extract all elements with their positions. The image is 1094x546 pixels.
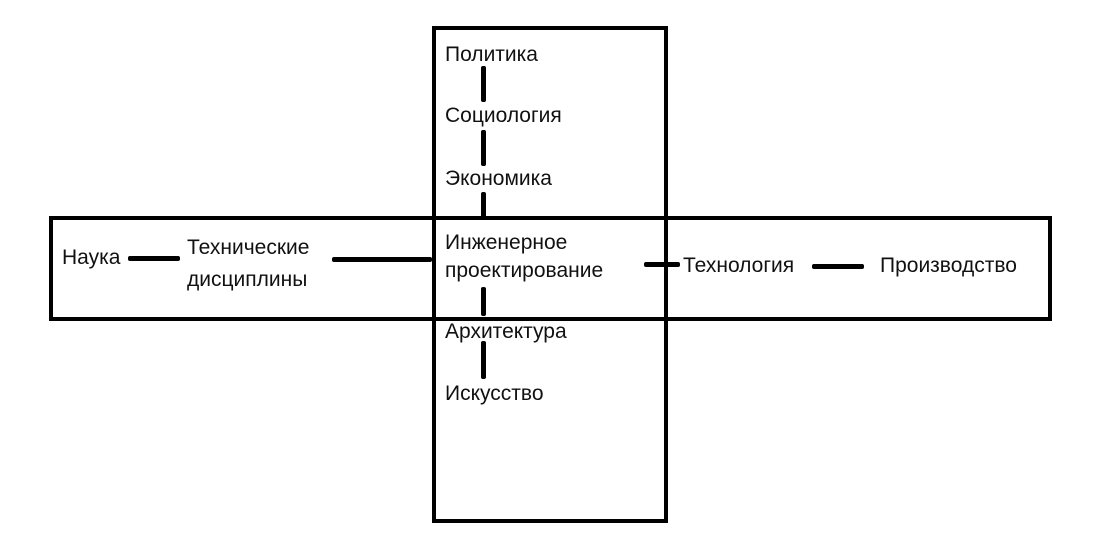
node-engineering-line2: проектирование	[445, 259, 604, 282]
horizontal-frame	[49, 216, 1052, 321]
link-economics-engineering	[481, 192, 486, 218]
link-engineering-technology	[644, 262, 680, 267]
node-tech-disciplines-line1: Технические	[187, 236, 310, 259]
node-technology: Технология	[683, 254, 795, 277]
link-sociology-economics	[481, 130, 486, 166]
link-science-tech-disciplines	[128, 256, 180, 261]
node-politics: Политика	[445, 43, 538, 66]
link-tech-disciplines-engineering	[332, 257, 432, 262]
node-engineering-line1: Инженерное	[445, 231, 568, 254]
link-politics-sociology	[481, 66, 486, 102]
link-architecture-art	[481, 341, 486, 379]
vertical-frame	[432, 26, 668, 523]
node-production: Производство	[880, 254, 1017, 277]
node-sociology: Социология	[445, 104, 562, 127]
node-economics: Экономика	[445, 167, 552, 190]
node-architecture: Архитектура	[445, 320, 567, 343]
node-art: Искусство	[445, 382, 544, 405]
link-engineering-architecture	[481, 287, 486, 316]
node-science: Наука	[62, 246, 121, 269]
link-technology-production	[812, 264, 864, 269]
node-tech-disciplines-line2: дисциплины	[187, 268, 308, 291]
